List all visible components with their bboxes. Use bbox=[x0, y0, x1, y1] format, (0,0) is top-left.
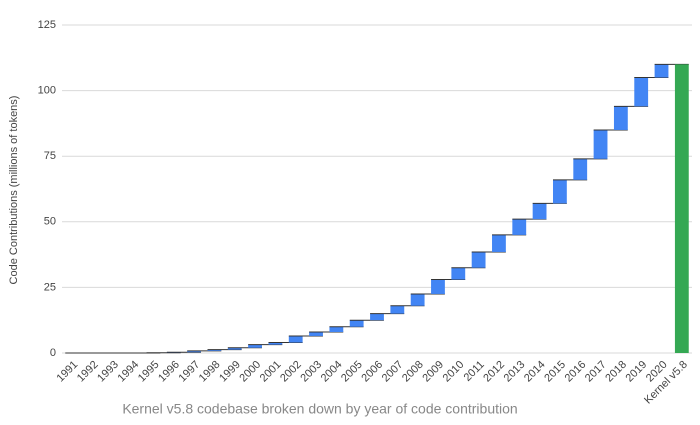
bar bbox=[390, 305, 405, 314]
x-tick-label: 2000 bbox=[237, 359, 263, 385]
bar bbox=[227, 347, 242, 350]
bar bbox=[532, 203, 547, 220]
bar bbox=[613, 106, 628, 130]
x-tick-label: 2010 bbox=[441, 359, 467, 385]
x-tick-label: 2003 bbox=[298, 359, 324, 385]
x-tick-label: 1991 bbox=[55, 359, 81, 385]
y-tick-label: 75 bbox=[44, 150, 56, 162]
x-tick-label: 2015 bbox=[542, 359, 568, 385]
x-tick-label: 2005 bbox=[339, 359, 365, 385]
x-tick-label: 2011 bbox=[462, 359, 487, 384]
x-tick-label: 2012 bbox=[481, 359, 507, 385]
x-tick-label: 1996 bbox=[156, 359, 182, 385]
x-tick-label: 2019 bbox=[624, 359, 650, 385]
x-tick-label: 1995 bbox=[136, 359, 162, 385]
bar bbox=[593, 129, 608, 159]
y-tick-label: 25 bbox=[44, 281, 56, 293]
y-tick-label: 50 bbox=[44, 216, 56, 228]
bar bbox=[349, 320, 364, 327]
total-bar bbox=[674, 64, 689, 354]
bar bbox=[268, 342, 283, 345]
x-tick-label: 1993 bbox=[95, 359, 121, 385]
bar bbox=[654, 64, 669, 78]
y-tick-label: 125 bbox=[38, 19, 56, 31]
x-tick-label: 1992 bbox=[75, 359, 101, 385]
bar bbox=[309, 332, 323, 336]
x-tick-label: 2017 bbox=[583, 359, 609, 385]
x-tick-label: 2014 bbox=[522, 359, 548, 385]
y-axis-label: Code Contributions (millions of tokens) bbox=[8, 96, 20, 285]
x-tick-label: 2018 bbox=[603, 359, 629, 385]
bar bbox=[552, 179, 567, 204]
x-tick-label: 2013 bbox=[502, 359, 528, 385]
bar bbox=[492, 234, 506, 252]
x-tick-label: 2016 bbox=[563, 359, 589, 385]
bar bbox=[207, 349, 222, 351]
x-tick-label: 1998 bbox=[197, 359, 223, 385]
x-tick-label: 2001 bbox=[258, 359, 284, 385]
x-tick-label: 1997 bbox=[176, 359, 202, 385]
bar bbox=[512, 219, 527, 235]
y-tick-label: 100 bbox=[38, 85, 56, 97]
bar bbox=[410, 293, 425, 306]
x-tick-label: 2002 bbox=[278, 359, 304, 385]
bar bbox=[573, 158, 588, 180]
bar bbox=[248, 344, 262, 348]
bar bbox=[451, 267, 466, 280]
y-tick-label: 0 bbox=[50, 347, 56, 359]
bar bbox=[288, 335, 303, 343]
x-tick-label: 1999 bbox=[217, 359, 243, 385]
bar bbox=[471, 251, 486, 268]
bar bbox=[329, 326, 344, 333]
bar bbox=[187, 350, 202, 353]
bar bbox=[431, 279, 445, 294]
x-tick-label: 2009 bbox=[420, 359, 446, 385]
x-tick-label: 2007 bbox=[380, 359, 406, 385]
x-tick-label: 2006 bbox=[359, 359, 385, 385]
bar bbox=[634, 77, 649, 107]
chart-title: Kernel v5.8 codebase broken down by year… bbox=[122, 401, 517, 417]
x-tick-label: 2008 bbox=[400, 359, 426, 385]
x-tick-label: 2004 bbox=[319, 359, 345, 385]
bar bbox=[370, 313, 384, 321]
x-tick-label: 1994 bbox=[116, 359, 142, 385]
